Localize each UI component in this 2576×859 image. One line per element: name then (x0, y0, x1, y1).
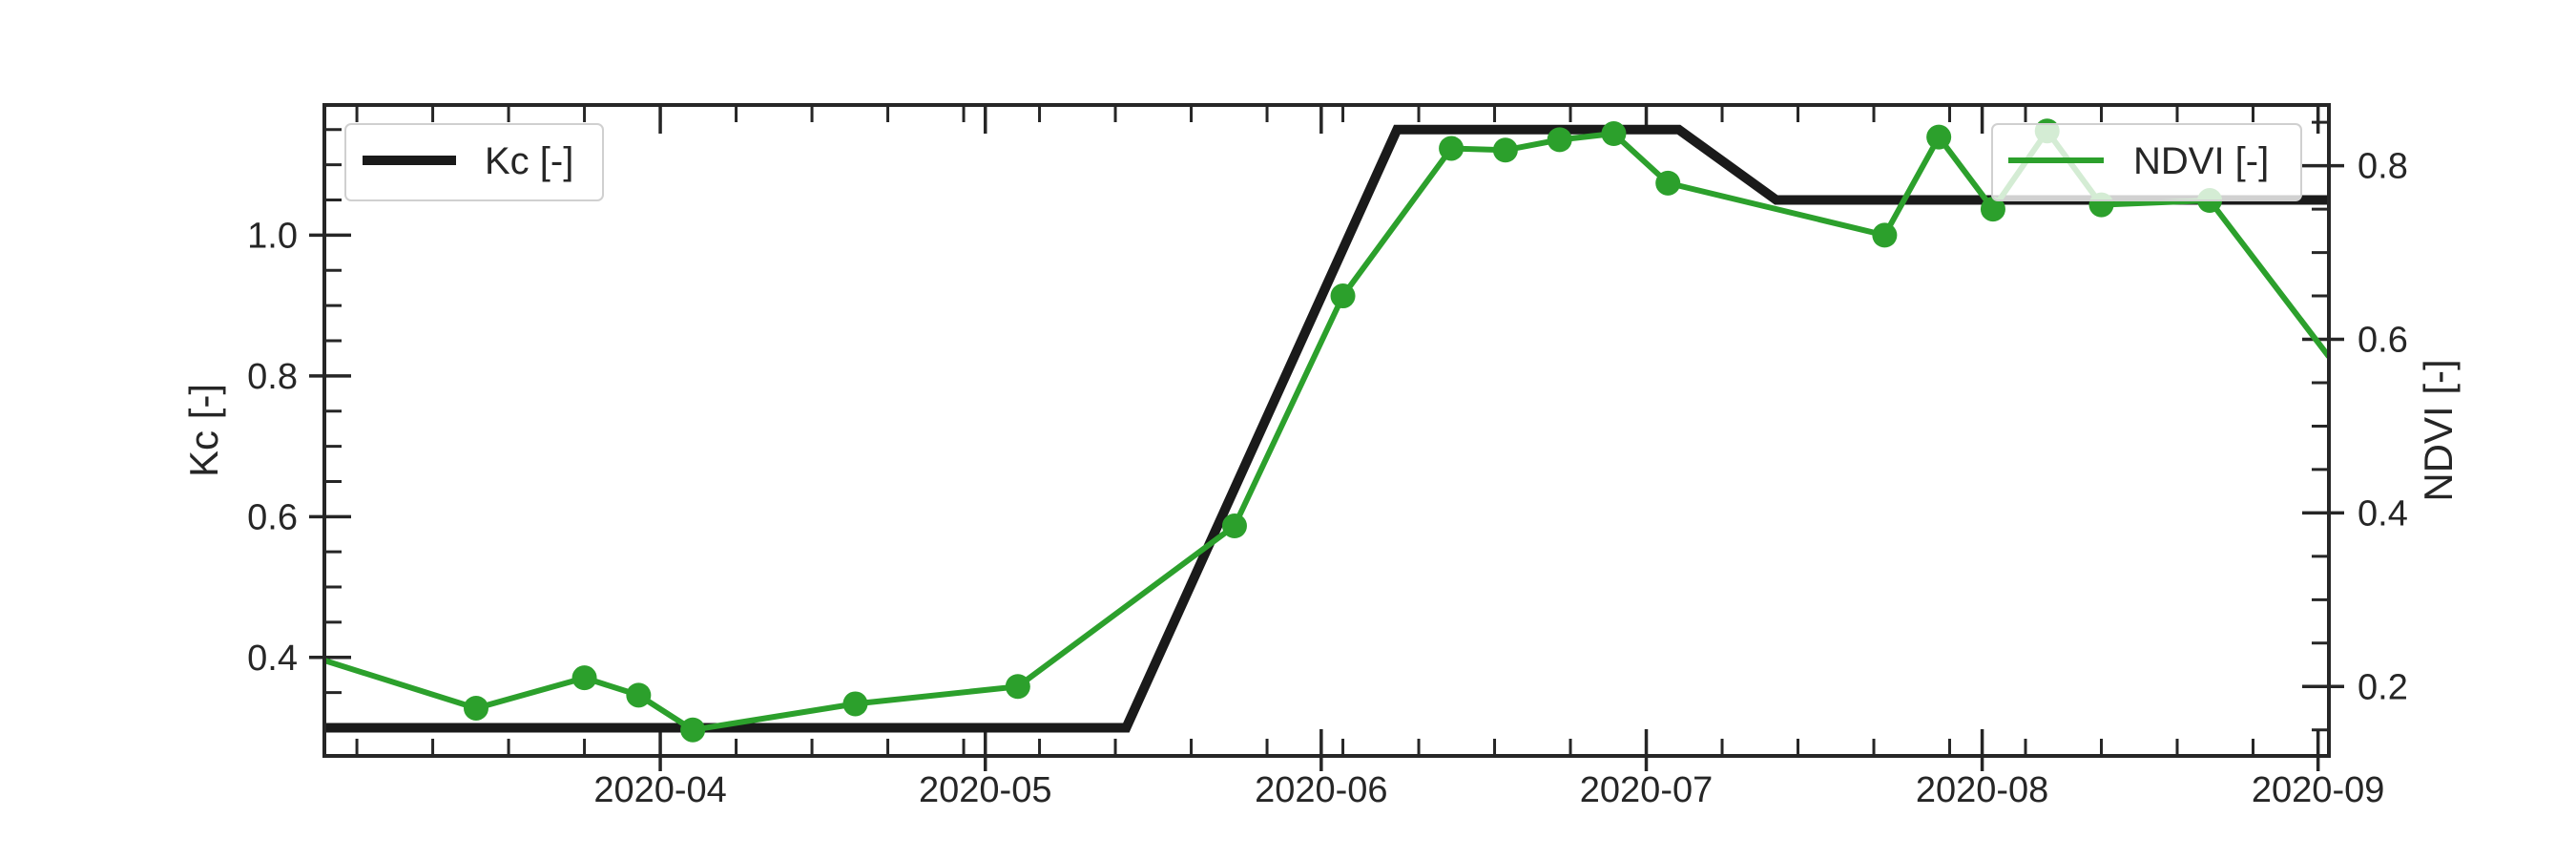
legend-kc-box (344, 123, 604, 201)
ndvi-data-point (1872, 222, 1898, 248)
ndvi-data-point (680, 717, 706, 743)
ndvi-data-point (1439, 136, 1465, 161)
y-left-axis-ticks: 0.4 0.6 0.8 1.0 (247, 128, 351, 730)
y-right-tick-label: 0.4 (2358, 493, 2408, 534)
x-tick-label: 2020-04 (593, 770, 726, 810)
series-layer (324, 118, 2329, 743)
ndvi-data-point (1926, 124, 1952, 150)
plot-frame (322, 103, 2331, 758)
y-left-axis-label: Kc [-] (181, 384, 226, 477)
x-tick-label: 2020-09 (2252, 770, 2384, 810)
legend-ndvi: NDVI [-] (1991, 123, 2302, 201)
ndvi-data-point (842, 691, 868, 717)
x-tick-label: 2020-05 (919, 770, 1051, 810)
y-left-tick-label: 0.6 (247, 497, 298, 537)
ndvi-data-point (1980, 197, 2005, 222)
ndvi-data-point (463, 695, 488, 721)
y-right-axis-label: NDVI [-] (2416, 359, 2461, 501)
legend-ndvi-label: NDVI [-] (2133, 140, 2269, 182)
top-axis-ticks (355, 105, 2331, 134)
x-tick-label: 2020-06 (1255, 770, 1387, 810)
ndvi-data-point (571, 665, 597, 691)
y-left-tick-label: 0.8 (247, 357, 298, 397)
y-left-tick-label: 1.0 (247, 216, 298, 256)
ndvi-data-point (1547, 127, 1572, 153)
ndvi-data-point (626, 682, 652, 708)
ndvi-data-point (1005, 674, 1030, 700)
ndvi-data-point (1601, 121, 1627, 147)
y-right-tick-label: 0.6 (2358, 321, 2408, 361)
legend-kc-label: Kc [-] (485, 140, 573, 182)
y-left-tick-label: 0.4 (247, 639, 298, 679)
y-right-axis-ticks: 0.2 0.4 0.6 0.8 (2302, 120, 2408, 732)
y-right-tick-label: 0.8 (2358, 147, 2408, 187)
y-right-tick-label: 0.2 (2358, 667, 2408, 707)
ndvi-data-point (1655, 170, 1681, 196)
ndvi-data-point (1330, 283, 1356, 309)
legend-ndvi-box (1991, 123, 2302, 201)
ndvi-series-line (324, 126, 2329, 733)
ndvi-data-point (1221, 513, 1247, 539)
x-axis-ticks: 2020-04 2020-05 2020-06 2020-07 2020-08 2020-… (355, 729, 2384, 810)
x-tick-label: 2020-07 (1580, 770, 1713, 810)
ndvi-data-point (1492, 137, 1518, 163)
x-tick-label: 2020-08 (1916, 770, 2048, 810)
legend-kc: Kc [-] (344, 123, 604, 201)
kc-series-line (324, 124, 2329, 733)
